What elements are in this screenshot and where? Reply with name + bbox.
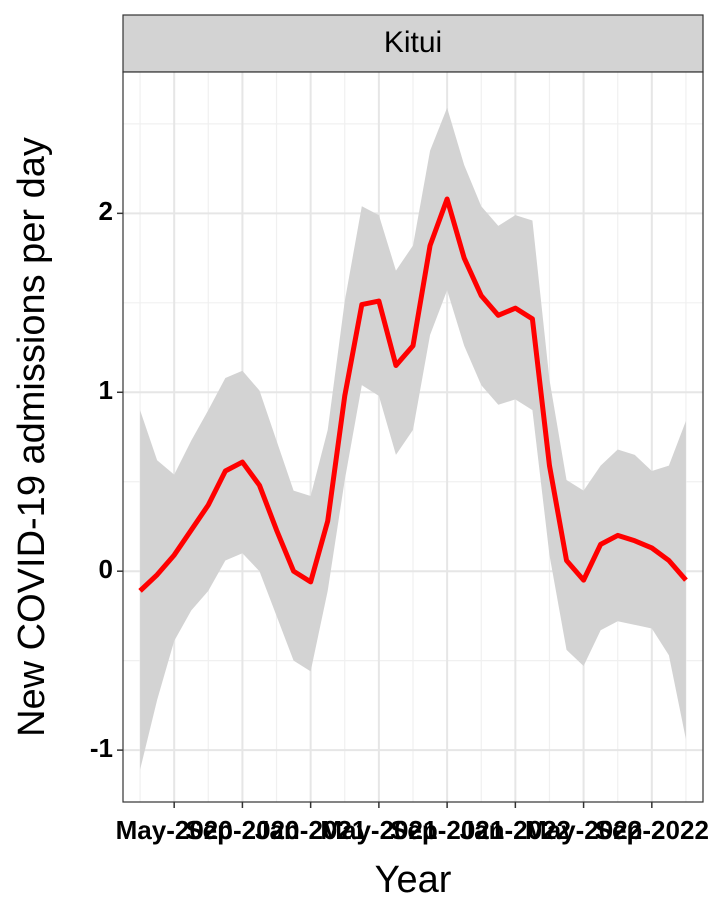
panel-border — [122, 71, 704, 803]
y-tick-label: -1 — [90, 733, 113, 763]
y-axis-title: New COVID-19 admissions per day — [11, 137, 53, 737]
y-tick-label: 2 — [99, 196, 113, 226]
x-axis-title: Year — [375, 859, 452, 901]
x-tick-label: Sep-2020 — [185, 815, 299, 845]
confidence-band — [140, 107, 686, 770]
x-tick-label: Jan-2021 — [255, 815, 366, 845]
facet-title: Kitui — [384, 26, 442, 59]
x-tick-label: Sep-2022 — [595, 815, 709, 845]
trend-line — [138, 196, 688, 593]
x-tick-label: Jan-2022 — [460, 815, 571, 845]
facet-strip — [122, 14, 704, 73]
x-tick-label: May-2022 — [525, 815, 642, 845]
x-tick-label: May-2020 — [116, 815, 233, 845]
x-tick-label: May-2021 — [320, 815, 437, 845]
y-tick-label: 0 — [99, 554, 113, 584]
y-tick-label: 1 — [99, 375, 113, 405]
x-tick-label: Sep-2021 — [390, 815, 504, 845]
